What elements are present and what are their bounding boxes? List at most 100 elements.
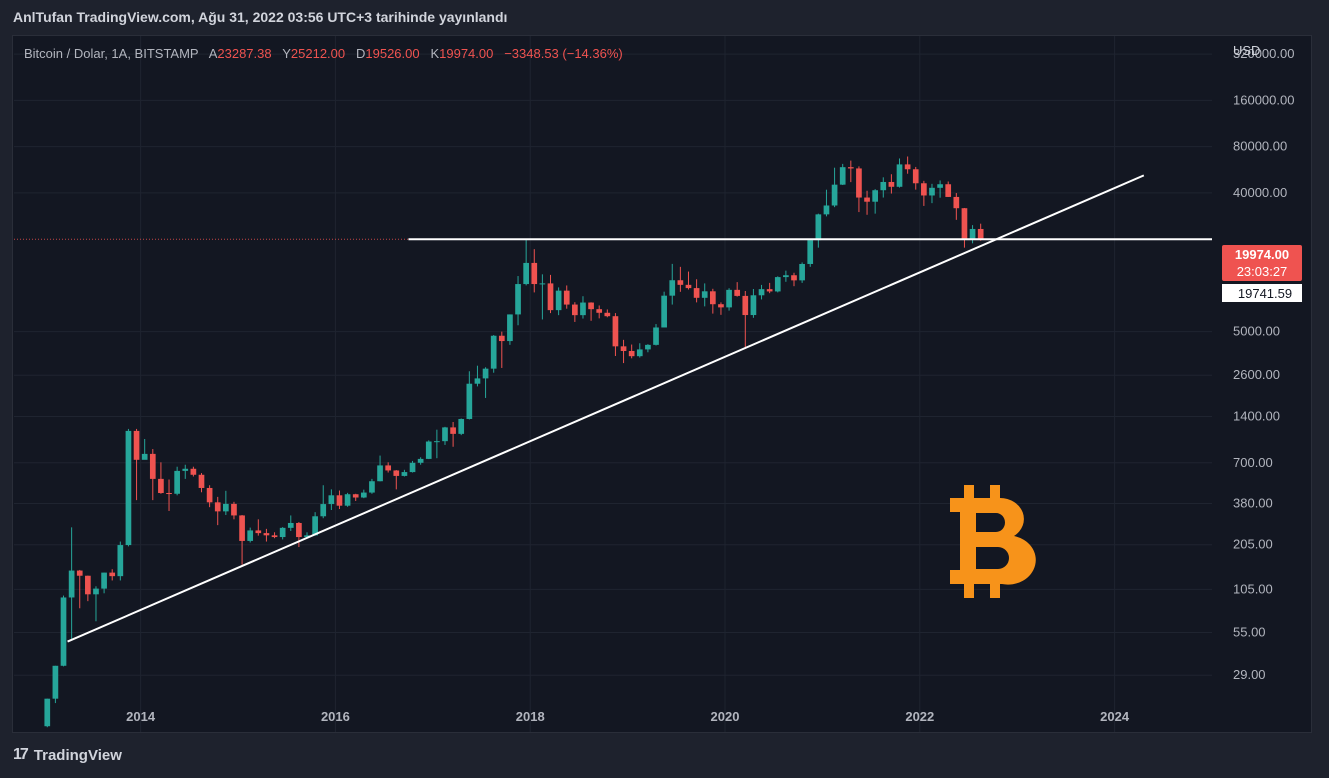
candle — [620, 339, 627, 364]
legend-open: 23287.38 — [217, 46, 272, 61]
candle-body — [101, 572, 107, 589]
price-tick-label: 40000.00 — [1233, 185, 1287, 200]
price-tick-label: 80000.00 — [1233, 139, 1287, 154]
candle — [847, 160, 854, 183]
candle-body — [271, 535, 278, 538]
candle-body — [945, 184, 952, 197]
candle — [117, 541, 124, 581]
symbol-legend: Bitcoin / Dolar, 1A, BITSTAMP A23287.38 … — [24, 46, 623, 61]
legend-symbol[interactable]: Bitcoin / Dolar, 1A, BITSTAMP — [24, 46, 199, 61]
candle-body — [255, 530, 262, 534]
candle-body — [336, 495, 343, 506]
candle-body — [685, 284, 692, 289]
candle-body — [604, 312, 611, 317]
legend-low-label: D — [355, 46, 366, 61]
candle — [385, 462, 392, 473]
candle — [669, 263, 676, 305]
candle-body — [896, 164, 903, 187]
candle-body — [247, 530, 254, 541]
candle — [101, 572, 107, 594]
candle — [515, 276, 521, 326]
candle — [442, 426, 448, 445]
candle — [653, 324, 659, 346]
candle — [198, 473, 205, 493]
candle — [839, 163, 846, 186]
candle — [498, 331, 505, 368]
candle-body — [904, 164, 911, 170]
candle — [693, 279, 700, 303]
candle — [85, 575, 91, 602]
tradingview-footer[interactable]: 17 TradingView — [13, 746, 122, 764]
candle-body — [279, 527, 286, 538]
candle-body — [85, 575, 91, 595]
candle-body — [750, 295, 757, 316]
candle-body — [572, 304, 578, 316]
candle — [645, 344, 651, 353]
candle — [52, 665, 59, 704]
candle-body — [742, 295, 749, 316]
candle-body — [758, 289, 765, 296]
candle — [661, 291, 667, 328]
legend-low: 19526.00 — [365, 46, 420, 61]
tradingview-brand: TradingView — [33, 746, 122, 764]
currency-label: USD — [1233, 43, 1260, 58]
candle — [425, 440, 432, 460]
candle-body — [807, 240, 814, 264]
candle-body — [653, 327, 659, 345]
candle — [961, 207, 968, 248]
candle-body — [401, 472, 408, 476]
price-tick-label: 2600.00 — [1233, 367, 1280, 382]
candle-body — [888, 181, 895, 187]
candle-body — [523, 262, 529, 285]
candle — [547, 274, 554, 314]
candle — [474, 365, 481, 387]
bitcoin-logo-stroke-bottom-left — [964, 582, 974, 598]
candle — [369, 478, 375, 494]
legend-high-label: Y — [282, 46, 291, 61]
candle — [377, 455, 383, 482]
candle-body — [417, 458, 424, 463]
candle — [44, 698, 51, 728]
candle — [60, 595, 67, 667]
candle-body — [287, 522, 294, 528]
candle-body — [393, 470, 400, 476]
candle-body — [360, 492, 367, 498]
last-price-badge — [1222, 245, 1302, 281]
candlestick-series — [44, 156, 984, 728]
candle-body — [369, 481, 375, 493]
bitcoin-logo-icon — [950, 485, 1036, 598]
legend-high: 25212.00 — [290, 46, 346, 61]
candle — [523, 240, 529, 286]
candle-body — [450, 427, 456, 434]
candle-body — [953, 196, 960, 209]
time-tick-label: 2016 — [321, 709, 350, 724]
price-tick-label: 29.00 — [1233, 667, 1266, 682]
candle-body — [182, 468, 189, 471]
candle — [709, 288, 716, 314]
candle-body — [296, 522, 302, 538]
price-tick-label: 380.00 — [1233, 496, 1273, 511]
candle-body — [133, 430, 140, 460]
candle — [742, 291, 749, 350]
candle — [133, 428, 140, 501]
time-axis: 2014 2016 2018 2020 2022 2024 — [126, 709, 1130, 724]
candle-body — [352, 494, 359, 498]
candle — [507, 314, 513, 345]
candle-body — [190, 468, 197, 475]
candle — [872, 189, 879, 214]
candle-body — [872, 190, 879, 202]
candle-body — [734, 289, 741, 296]
candle — [912, 166, 919, 190]
candle-body — [774, 277, 781, 292]
legend-close-label: K — [430, 46, 440, 61]
candle-body — [547, 283, 554, 311]
last-price-label: 19974.00 — [1235, 247, 1289, 262]
candle — [223, 490, 229, 516]
candle-body — [799, 263, 805, 281]
candle — [158, 462, 164, 494]
candle-body — [515, 284, 521, 315]
price-labels: 19974.00 23:03:27 19741.59 — [1222, 245, 1302, 302]
bitcoin-logo-stroke-bottom-right — [990, 582, 1000, 598]
candle-body — [312, 516, 318, 536]
